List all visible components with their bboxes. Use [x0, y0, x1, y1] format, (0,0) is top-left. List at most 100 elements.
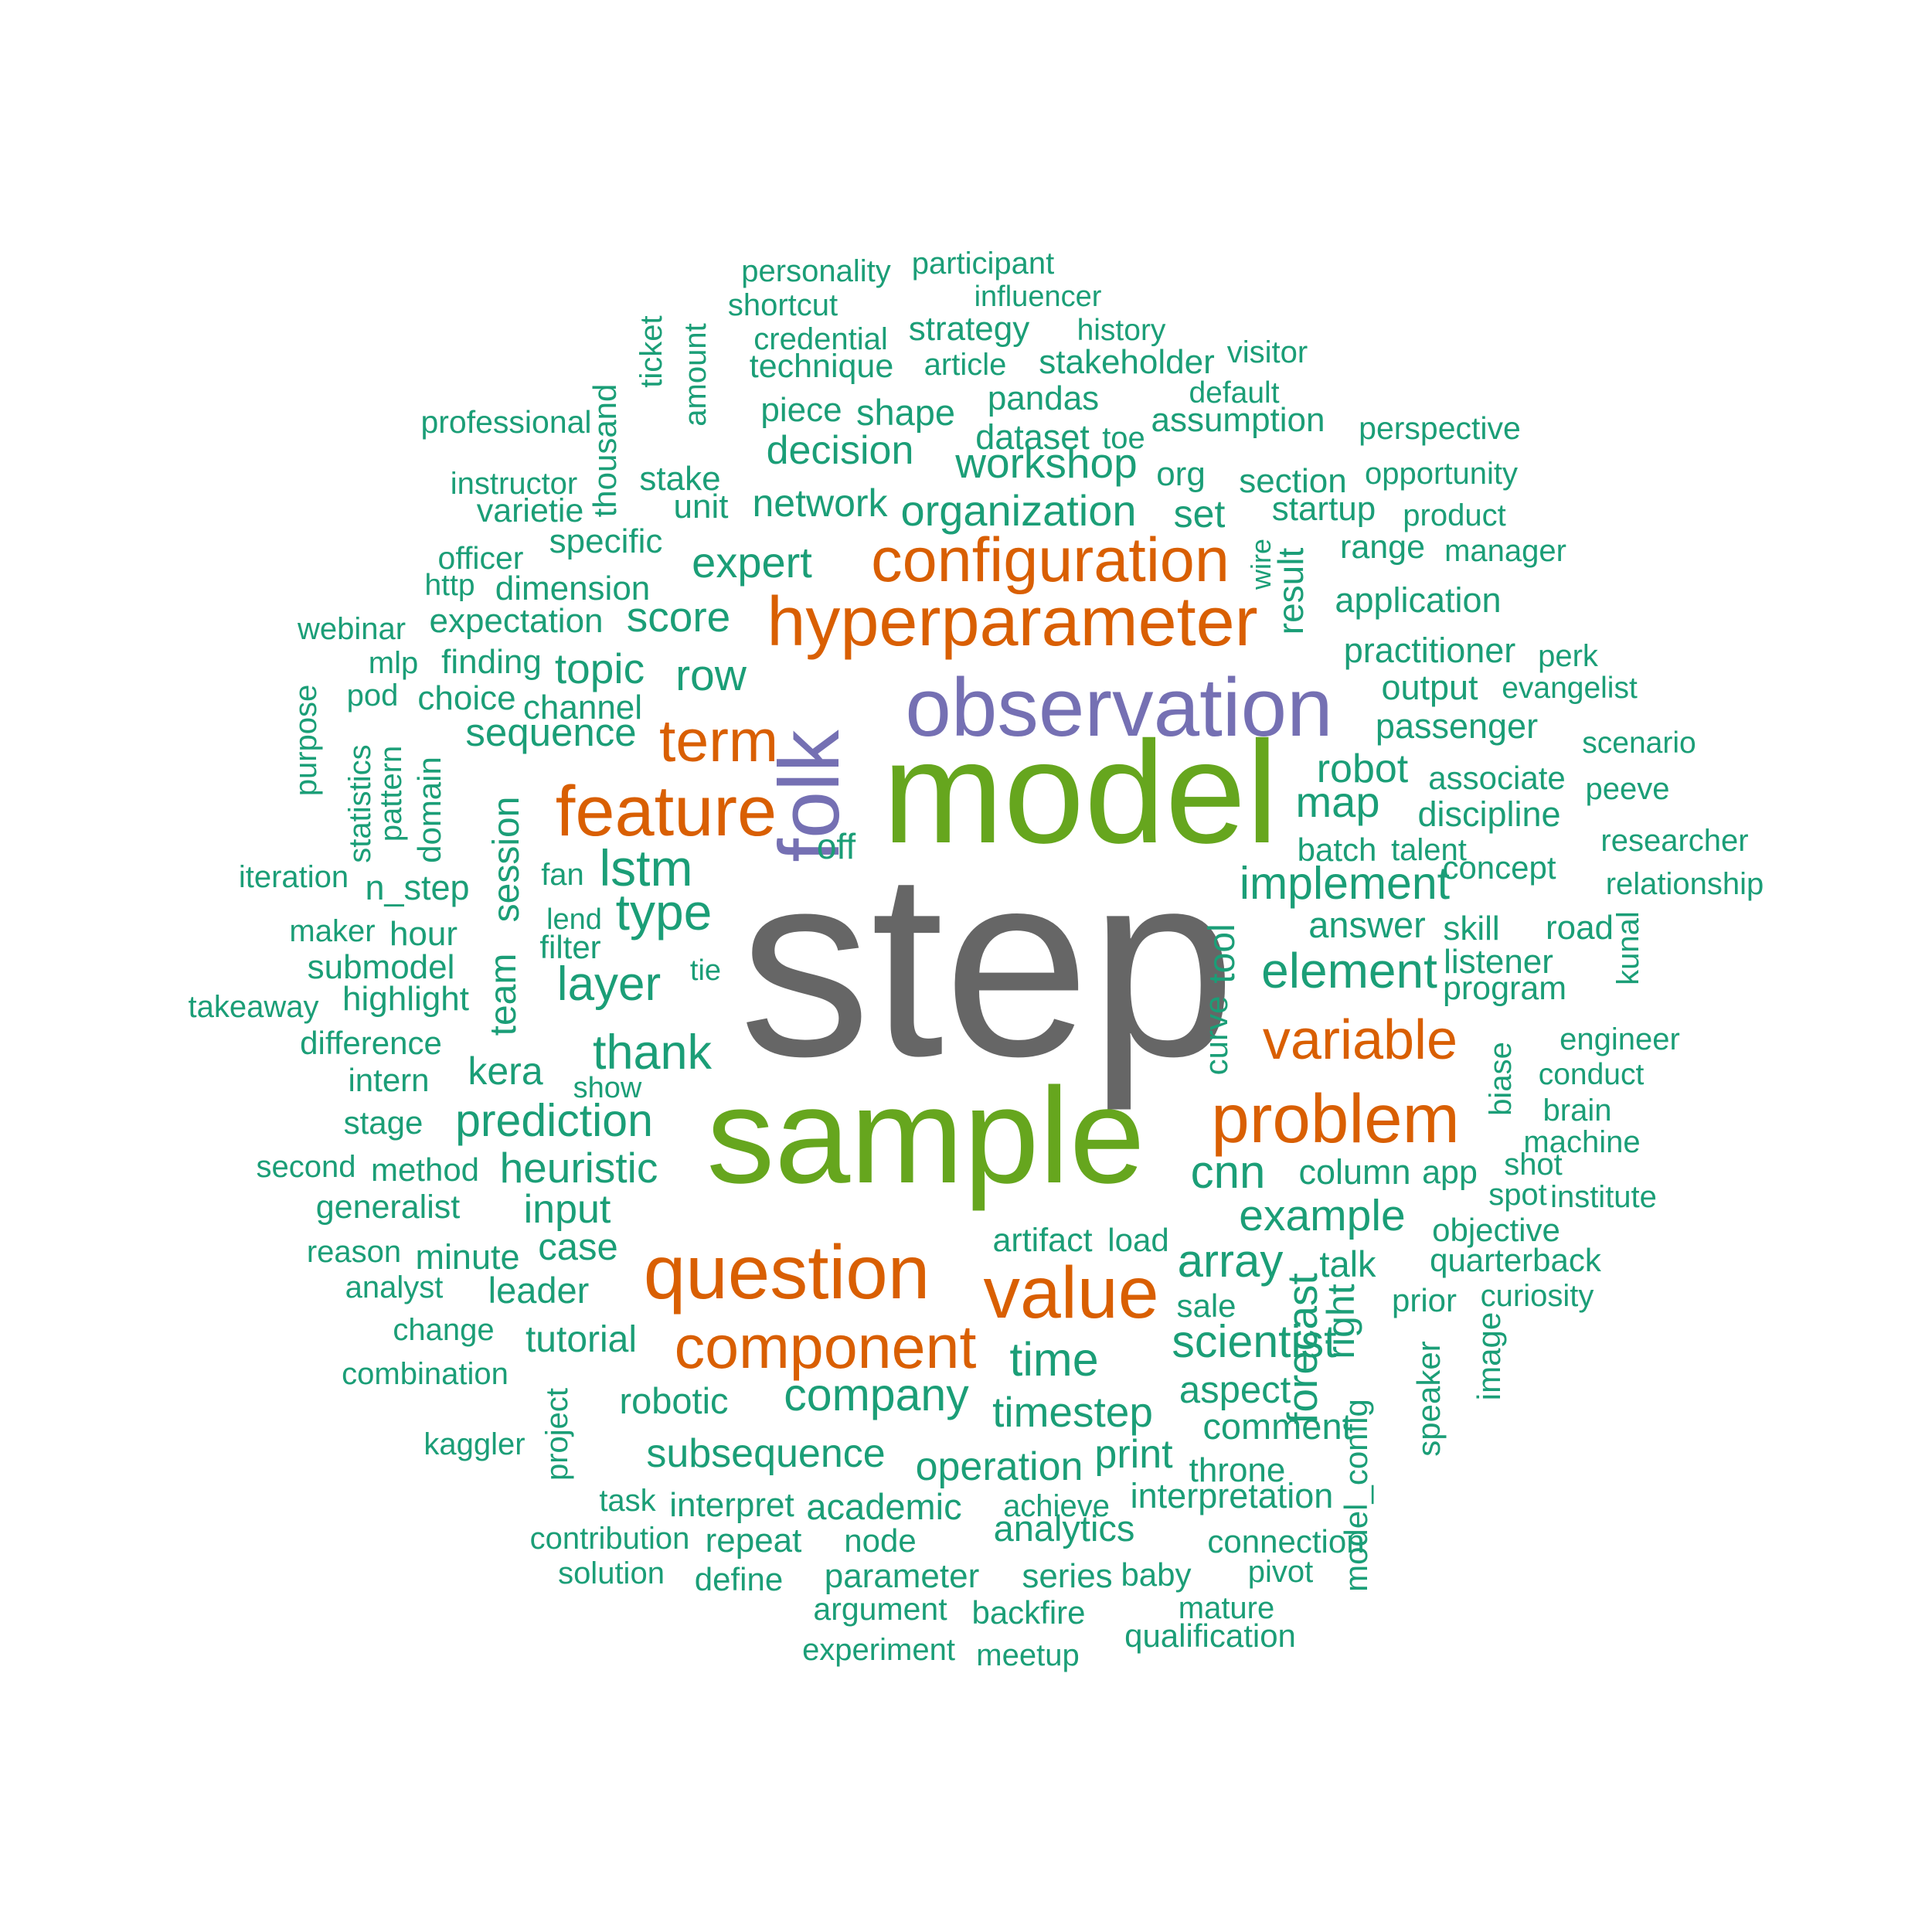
word-highlight: highlight	[342, 980, 469, 1018]
word-sample: sample	[706, 1060, 1145, 1212]
word-parameter: parameter	[825, 1557, 980, 1595]
word-scientist: scientist	[1172, 1316, 1336, 1367]
word-row: row	[675, 651, 747, 700]
word-filter: filter	[539, 929, 600, 965]
word-connection: connection	[1207, 1523, 1364, 1560]
word-thank: thank	[593, 1026, 713, 1080]
word-pod: pod	[347, 679, 399, 713]
word-load: load	[1107, 1222, 1168, 1258]
word-baby: baby	[1121, 1556, 1191, 1593]
word-technique: technique	[750, 348, 894, 385]
word-shape: shape	[856, 392, 955, 433]
word-stage: stage	[344, 1104, 423, 1141]
word-node: node	[844, 1522, 916, 1559]
word-project: project	[540, 1388, 574, 1481]
word-decision: decision	[767, 428, 914, 473]
word-unit: unit	[674, 488, 729, 526]
word-print: print	[1094, 1432, 1173, 1477]
word-channel: channel	[523, 689, 642, 726]
word-interpretation: interpretation	[1131, 1476, 1334, 1515]
word-qualification: qualification	[1124, 1617, 1296, 1654]
word-aspect: aspect	[1179, 1369, 1291, 1411]
word-variable: variable	[1263, 1009, 1458, 1071]
word-score: score	[627, 593, 731, 641]
word-set: set	[1174, 492, 1226, 536]
word-submodel: submodel	[308, 948, 455, 986]
word-batch: batch	[1298, 832, 1377, 868]
word-team: team	[483, 954, 524, 1036]
word-pivot: pivot	[1248, 1555, 1314, 1589]
word-robot: robot	[1317, 747, 1409, 791]
word-reason: reason	[307, 1235, 401, 1269]
word-pandas: pandas	[988, 379, 1099, 417]
word-prediction: prediction	[455, 1095, 653, 1146]
word-shortcut: shortcut	[728, 288, 838, 322]
word-statistics: statistics	[343, 744, 377, 862]
word-researcher: researcher	[1600, 824, 1748, 858]
word-step: step	[740, 818, 1236, 1112]
word-leader: leader	[488, 1270, 590, 1311]
word-piece: piece	[760, 391, 842, 429]
word-product: product	[1403, 498, 1505, 532]
word-sale: sale	[1176, 1287, 1236, 1324]
word-subsequence: subsequence	[646, 1431, 885, 1476]
word-application: application	[1335, 580, 1501, 620]
word-history: history	[1077, 314, 1166, 347]
word-assumption: assumption	[1151, 401, 1325, 439]
word-question: question	[644, 1230, 930, 1315]
word-task: task	[599, 1484, 656, 1518]
word-image: image	[1471, 1312, 1507, 1400]
word-speaker: speaker	[1410, 1341, 1447, 1456]
word-perspective: perspective	[1359, 410, 1521, 446]
word-practitioner: practitioner	[1344, 631, 1516, 670]
word-http: http	[424, 569, 474, 602]
word-contribution: contribution	[530, 1522, 690, 1556]
word-result: result	[1270, 548, 1311, 635]
word-iteration: iteration	[239, 860, 349, 894]
word-concept: concept	[1442, 849, 1556, 886]
word-n-step: n_step	[365, 868, 469, 907]
word-instructor: instructor	[451, 467, 578, 501]
word-ticket: ticket	[634, 315, 668, 387]
word-configuration: configuration	[871, 526, 1230, 595]
word-dimension: dimension	[495, 570, 651, 607]
word-intern: intern	[348, 1062, 429, 1098]
word-talent: talent	[1391, 833, 1467, 867]
word-curve: curve	[1198, 996, 1234, 1076]
word-perk: perk	[1538, 639, 1599, 673]
word-type: type	[616, 883, 713, 940]
word-purpose: purpose	[289, 685, 323, 797]
word-tie: tie	[690, 954, 721, 987]
word-program: program	[1443, 970, 1566, 1007]
word-officer: officer	[438, 540, 524, 576]
word-peeve: peeve	[1586, 772, 1670, 806]
word-company: company	[784, 1369, 969, 1420]
word-spot: spot	[1488, 1178, 1547, 1212]
word-forecast: forecast	[1278, 1273, 1326, 1424]
word-startup: startup	[1272, 490, 1376, 528]
word-tool: tool	[1202, 923, 1243, 983]
word-professional: professional	[420, 404, 591, 440]
word-fan: fan	[541, 858, 584, 892]
word-skill: skill	[1443, 910, 1499, 947]
word-example: example	[1239, 1191, 1405, 1240]
word-tutorial: tutorial	[526, 1319, 637, 1360]
word-lstm: lstm	[600, 839, 693, 896]
word-combination: combination	[342, 1357, 509, 1391]
word-toe: toe	[1102, 421, 1145, 455]
word-scenario: scenario	[1582, 726, 1696, 760]
word-road: road	[1546, 909, 1614, 947]
word-section: section	[1239, 462, 1346, 500]
word-meetup: meetup	[976, 1638, 1079, 1672]
word-stake: stake	[639, 460, 720, 498]
word-right: right	[1319, 1284, 1362, 1359]
word-heuristic: heuristic	[500, 1144, 658, 1192]
word-element: element	[1261, 943, 1437, 998]
word-folk: folk	[762, 729, 857, 862]
word-credential: credential	[753, 322, 887, 356]
word-stakeholder: stakeholder	[1039, 343, 1214, 381]
word-expectation: expectation	[429, 602, 603, 640]
word-opportunity: opportunity	[1365, 457, 1518, 491]
word-maker: maker	[289, 914, 375, 948]
